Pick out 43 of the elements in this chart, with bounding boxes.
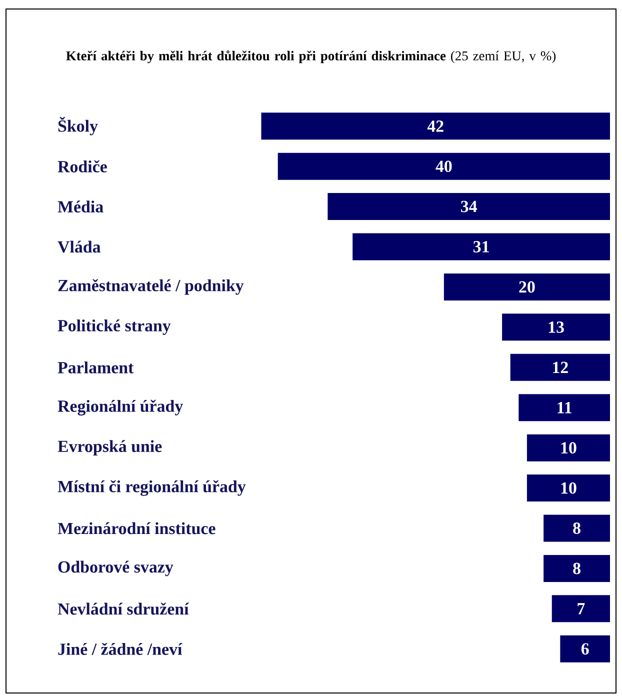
- data-label: 10: [561, 482, 576, 494]
- data-label: 10: [561, 442, 576, 454]
- data-label: 6: [581, 643, 589, 655]
- data-label: 12: [553, 362, 568, 374]
- bar: [552, 595, 610, 622]
- bar: [526, 434, 610, 462]
- y-tick-label: Místní či regionální úřady: [58, 480, 246, 496]
- bar: [278, 152, 610, 180]
- data-label: 8: [573, 522, 580, 534]
- y-tick-label: Regionální úřady: [58, 400, 183, 416]
- bar: [526, 474, 610, 502]
- bar: [544, 514, 610, 542]
- bar: [560, 635, 610, 662]
- y-tick-label: Mezinárodní instituce: [58, 522, 216, 534]
- bar: [328, 193, 610, 220]
- data-label: 34: [461, 200, 477, 212]
- y-tick-label: Média: [58, 200, 104, 213]
- data-label: 42: [427, 120, 444, 132]
- data-label: 7: [578, 603, 585, 614]
- y-tick-label: Nevládní sdružení: [58, 602, 189, 615]
- y-tick-label: Jiné / žádné /neví: [58, 642, 182, 655]
- data-label: 13: [548, 321, 564, 333]
- data-label: 8: [573, 562, 580, 574]
- y-tick-label: Vláda: [58, 240, 101, 253]
- data-label: 20: [519, 281, 535, 293]
- bar: [510, 354, 610, 381]
- bar: [352, 233, 610, 260]
- chart-title: Kteří aktéři by měli hrát důležitou roli při potírání diskriminace (25 zemí EU, v %): [66, 50, 556, 64]
- bar: [518, 394, 610, 422]
- data-label: 11: [558, 402, 572, 414]
- y-tick-label: Rodiče: [58, 160, 107, 172]
- data-label: 40: [436, 160, 452, 172]
- bar: [444, 273, 610, 300]
- bar: [502, 314, 610, 341]
- bar: [261, 112, 610, 140]
- y-tick-label: Parlament: [58, 361, 134, 374]
- y-tick-label: Zaměstnavatelé / podniky: [58, 279, 244, 295]
- y-tick-label: Evropská unie: [58, 440, 162, 456]
- y-tick-label: Školy: [58, 116, 98, 136]
- bar: [544, 554, 610, 582]
- y-tick-label: Odborové svazy: [58, 560, 174, 576]
- data-label: 31: [473, 241, 489, 252]
- y-tick-label: Politické strany: [58, 319, 171, 335]
